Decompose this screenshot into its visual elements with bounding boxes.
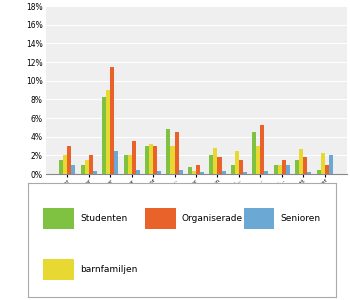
Bar bbox=[231, 165, 235, 174]
Bar bbox=[214, 148, 217, 174]
Bar bbox=[222, 171, 226, 174]
Bar bbox=[307, 172, 312, 174]
Bar bbox=[316, 170, 321, 174]
FancyBboxPatch shape bbox=[43, 260, 74, 280]
FancyBboxPatch shape bbox=[43, 208, 74, 229]
Bar bbox=[128, 155, 132, 174]
Bar bbox=[303, 157, 307, 174]
Bar bbox=[278, 165, 282, 174]
Bar bbox=[274, 165, 278, 174]
Bar bbox=[196, 165, 200, 174]
FancyBboxPatch shape bbox=[145, 208, 176, 229]
Bar bbox=[149, 144, 153, 174]
Bar bbox=[295, 160, 299, 174]
Bar bbox=[132, 141, 136, 174]
Bar bbox=[260, 124, 264, 174]
Bar bbox=[282, 160, 286, 174]
Bar bbox=[264, 171, 268, 174]
Bar bbox=[175, 132, 178, 174]
Bar bbox=[243, 172, 247, 174]
Bar bbox=[93, 171, 97, 174]
Bar bbox=[63, 155, 67, 174]
Bar bbox=[106, 90, 110, 174]
Bar bbox=[200, 172, 204, 174]
Bar bbox=[286, 165, 290, 174]
Bar bbox=[256, 146, 260, 174]
Bar bbox=[170, 146, 175, 174]
Text: barnfamiljen: barnfamiljen bbox=[80, 265, 138, 274]
Bar bbox=[102, 98, 106, 174]
Bar bbox=[178, 170, 183, 174]
Bar bbox=[299, 149, 303, 174]
Bar bbox=[325, 165, 329, 174]
Bar bbox=[329, 155, 333, 174]
Text: Organiserade: Organiserade bbox=[182, 214, 243, 223]
Bar bbox=[110, 67, 114, 174]
Bar bbox=[252, 132, 256, 174]
Bar bbox=[235, 151, 239, 174]
FancyBboxPatch shape bbox=[244, 208, 274, 229]
Bar bbox=[67, 146, 71, 174]
Bar bbox=[209, 155, 214, 174]
Bar bbox=[114, 151, 118, 174]
Bar bbox=[136, 170, 140, 174]
Bar bbox=[157, 171, 161, 174]
Text: Senioren: Senioren bbox=[281, 214, 321, 223]
Bar bbox=[89, 155, 93, 174]
Bar bbox=[71, 165, 76, 174]
Bar bbox=[188, 167, 192, 174]
Bar bbox=[145, 146, 149, 174]
Bar bbox=[80, 165, 85, 174]
Bar bbox=[153, 146, 157, 174]
Bar bbox=[59, 160, 63, 174]
Bar bbox=[166, 129, 170, 174]
Bar bbox=[124, 155, 128, 174]
Bar bbox=[321, 154, 325, 174]
Text: Studenten: Studenten bbox=[80, 214, 128, 223]
Bar bbox=[217, 157, 222, 174]
Bar bbox=[192, 171, 196, 174]
Bar bbox=[85, 160, 89, 174]
Bar bbox=[239, 160, 243, 174]
